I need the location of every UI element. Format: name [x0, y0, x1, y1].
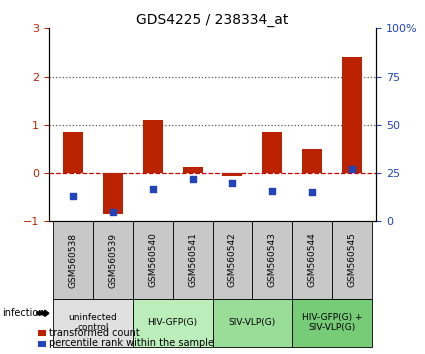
Point: [189, 176, 196, 182]
Bar: [292, 221, 332, 299]
Text: GSM560541: GSM560541: [188, 233, 197, 287]
Text: GSM560540: GSM560540: [148, 233, 157, 287]
Text: infection: infection: [2, 308, 45, 318]
Bar: [63, 132, 83, 173]
Text: SIV-VLP(G): SIV-VLP(G): [229, 318, 276, 327]
Bar: [292, 299, 372, 347]
Bar: [262, 132, 282, 173]
Point: [269, 188, 276, 193]
Point: [69, 194, 76, 199]
Point: [349, 166, 356, 172]
Text: GSM560539: GSM560539: [108, 233, 117, 287]
Text: GSM560542: GSM560542: [228, 233, 237, 287]
Bar: [212, 299, 292, 347]
Bar: [133, 299, 212, 347]
Bar: [103, 173, 123, 214]
Bar: [222, 173, 242, 176]
Point: [309, 190, 316, 195]
Title: GDS4225 / 238334_at: GDS4225 / 238334_at: [136, 13, 289, 27]
Text: uninfected
control: uninfected control: [68, 313, 117, 332]
Text: GSM560545: GSM560545: [348, 233, 357, 287]
Text: GSM560543: GSM560543: [268, 233, 277, 287]
Bar: [332, 221, 372, 299]
Text: transformed count: transformed count: [49, 328, 140, 338]
Text: GSM560544: GSM560544: [308, 233, 317, 287]
Point: [109, 209, 116, 215]
Bar: [183, 167, 203, 173]
Bar: [212, 221, 252, 299]
Bar: [342, 57, 362, 173]
Text: HIV-GFP(G) +
SIV-VLP(G): HIV-GFP(G) + SIV-VLP(G): [302, 313, 363, 332]
Bar: [302, 149, 322, 173]
Text: GSM560538: GSM560538: [68, 233, 77, 287]
Text: HIV-GFP(G): HIV-GFP(G): [147, 318, 198, 327]
Bar: [93, 221, 133, 299]
Bar: [53, 221, 93, 299]
Bar: [133, 221, 173, 299]
Bar: [252, 221, 292, 299]
Bar: [53, 299, 133, 347]
Text: percentile rank within the sample: percentile rank within the sample: [49, 338, 214, 348]
Point: [149, 186, 156, 192]
Bar: [143, 120, 163, 173]
Bar: [173, 221, 212, 299]
Point: [229, 180, 236, 185]
